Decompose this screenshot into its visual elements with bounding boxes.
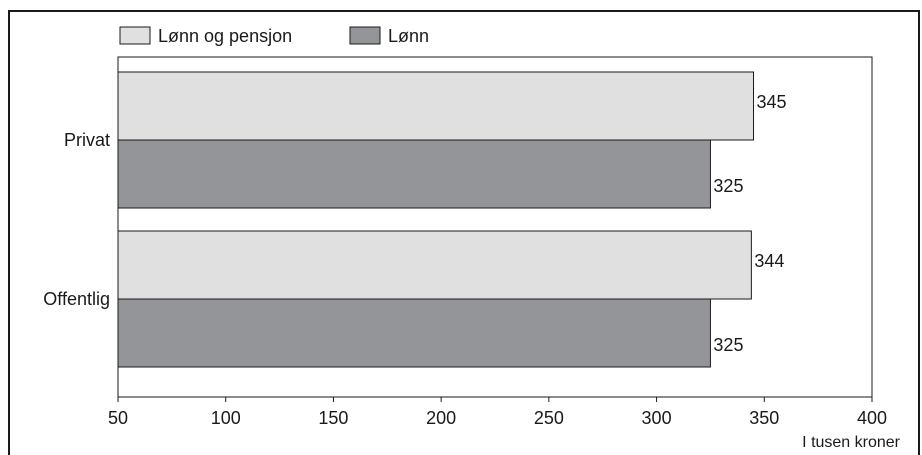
x-tick-label-2: 150 bbox=[318, 408, 348, 428]
x-axis: 50 100 150 200 250 300 350 400 bbox=[108, 397, 887, 428]
legend-swatch-1 bbox=[349, 26, 381, 45]
legend: Lønn og pensjon Lønn bbox=[119, 26, 429, 46]
category-labels: Privat Offentlig bbox=[43, 130, 110, 309]
x-tick-label-3: 200 bbox=[426, 408, 456, 428]
category-label-0: Privat bbox=[64, 130, 110, 150]
x-tick-label-6: 350 bbox=[749, 408, 779, 428]
data-label-1-0: 344 bbox=[754, 251, 784, 271]
legend-label-0: Lønn og pensjon bbox=[158, 26, 292, 46]
category-label-1: Offentlig bbox=[43, 289, 110, 309]
x-tick-label-1: 100 bbox=[211, 408, 241, 428]
legend-swatch-0 bbox=[119, 26, 151, 45]
x-tick-label-4: 250 bbox=[534, 408, 564, 428]
data-label-0-0: 345 bbox=[757, 92, 787, 112]
x-tick-label-7: 400 bbox=[857, 408, 887, 428]
data-label-0-1: 325 bbox=[713, 176, 743, 196]
chart-frame bbox=[8, 10, 920, 455]
bar-1-1 bbox=[117, 298, 711, 368]
bars: 345 325 344 325 bbox=[117, 71, 787, 368]
x-axis-label: I tusen kroner bbox=[802, 434, 901, 451]
bar-0-0 bbox=[117, 71, 755, 141]
bar-1-0 bbox=[117, 230, 752, 300]
legend-label-1: Lønn bbox=[388, 26, 429, 46]
bar-0-1 bbox=[117, 139, 711, 209]
x-tick-label-5: 300 bbox=[642, 408, 672, 428]
plot-area bbox=[117, 56, 873, 398]
x-tick-label-0: 50 bbox=[108, 408, 128, 428]
data-label-1-1: 325 bbox=[713, 335, 743, 355]
